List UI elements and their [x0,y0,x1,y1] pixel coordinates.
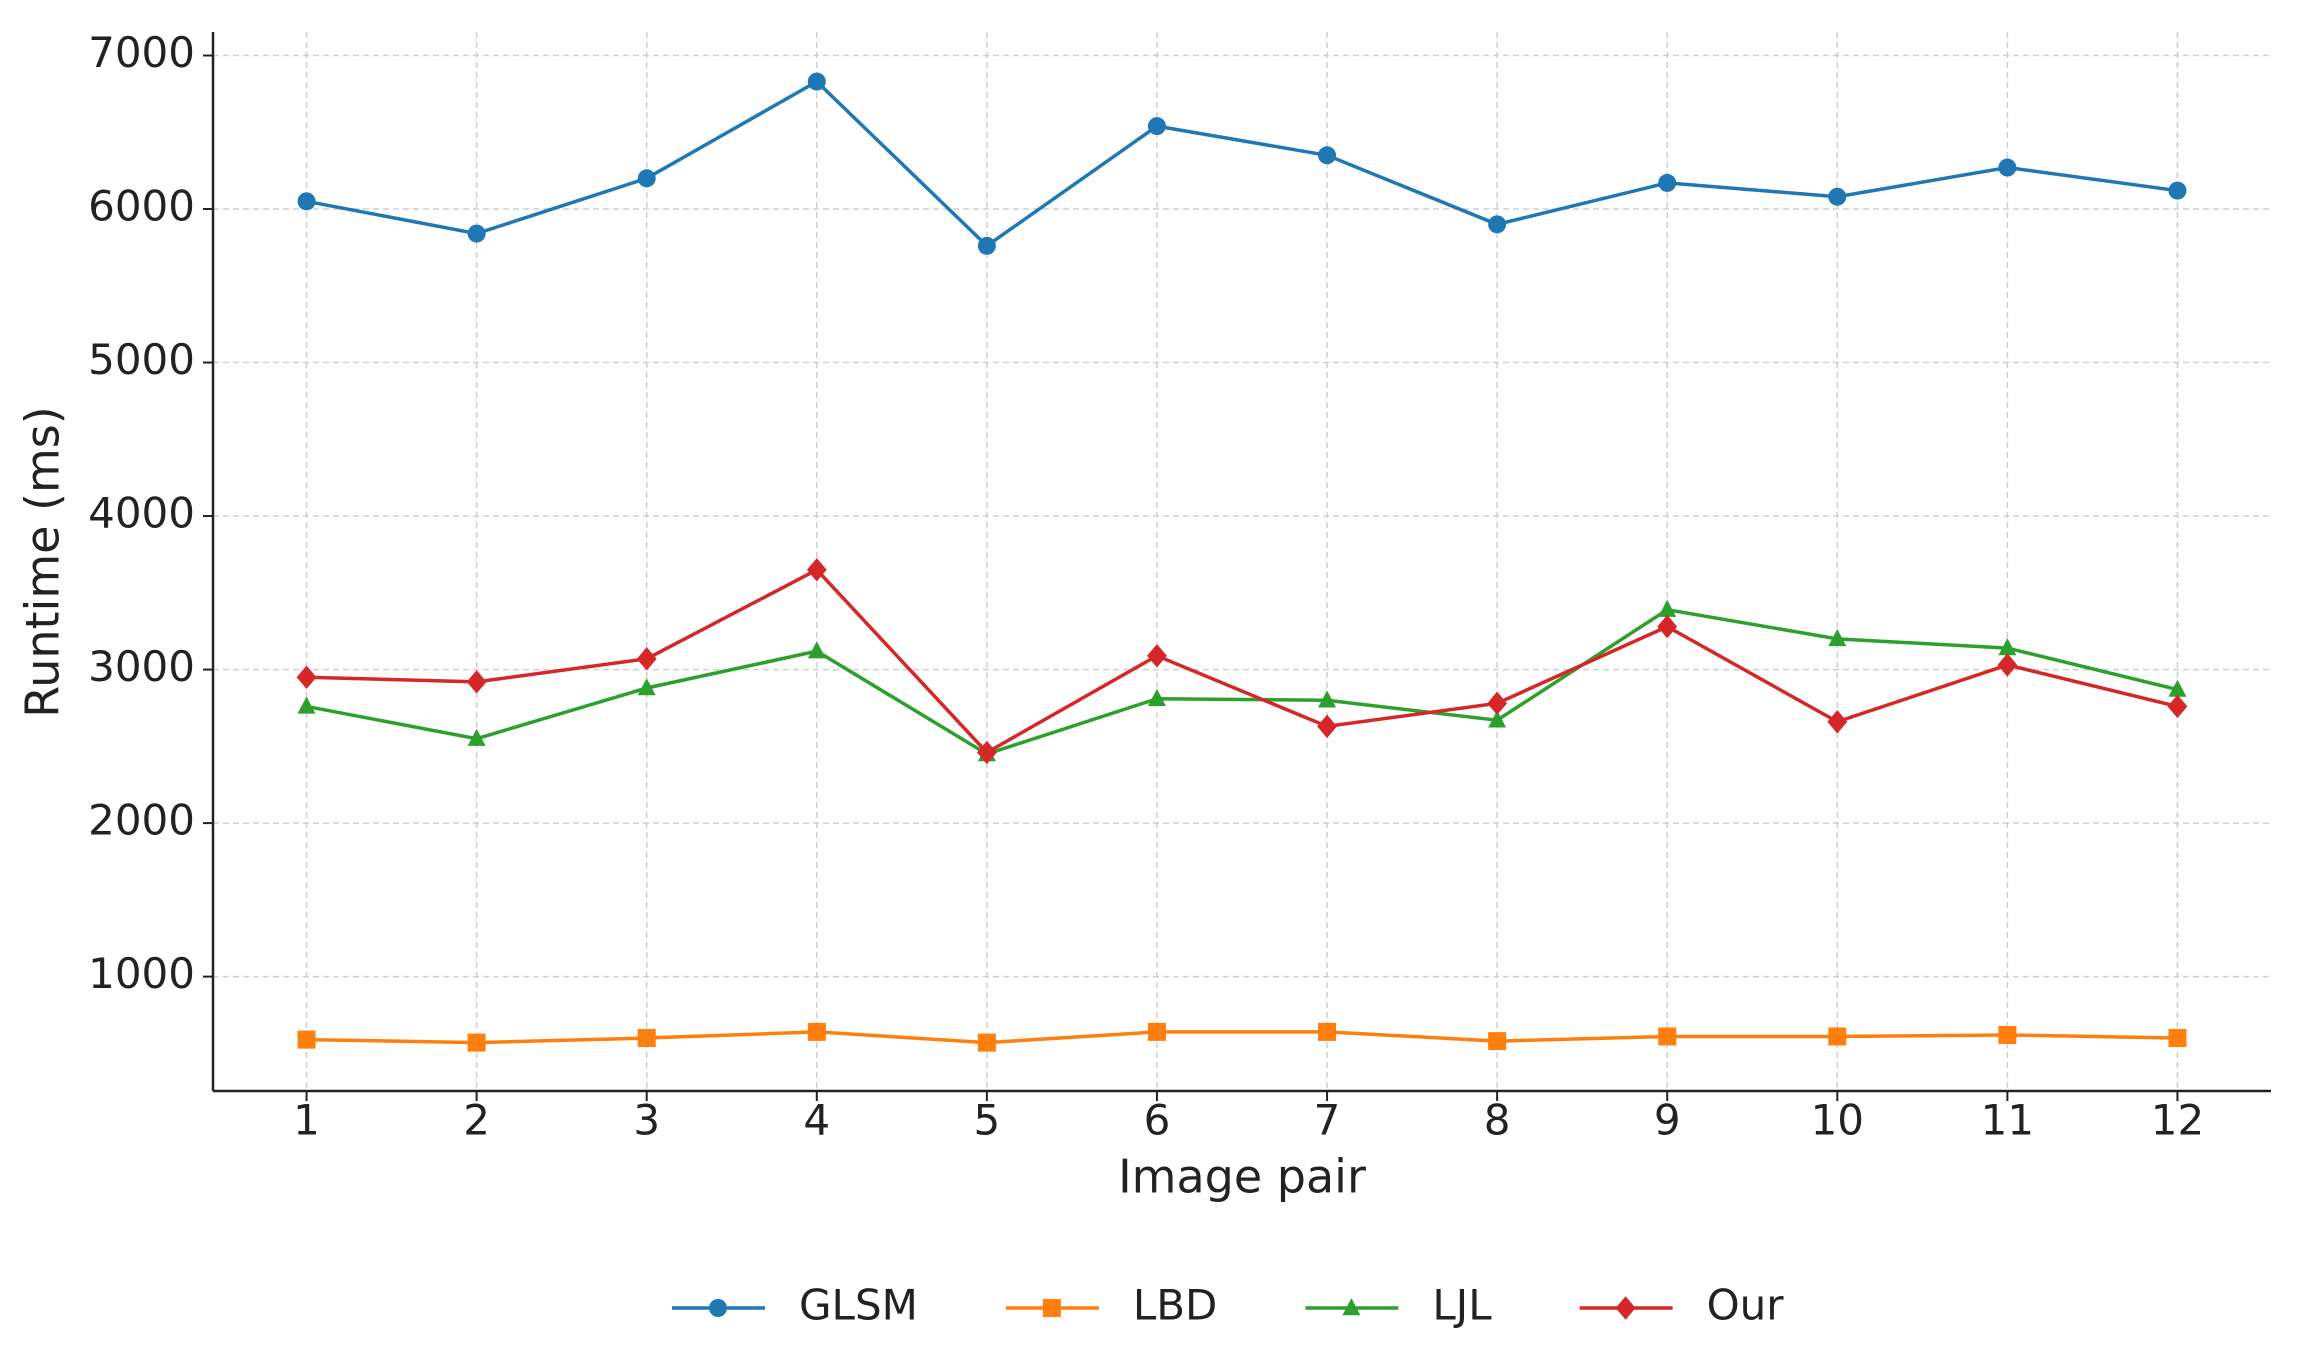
marker [1997,653,2018,677]
marker [709,1299,727,1317]
marker [806,558,827,582]
legend-label: GLSM [799,1281,918,1330]
marker [1342,1298,1361,1316]
marker [977,236,996,255]
marker [636,647,657,671]
x-tick-label: 6 [1144,1096,1171,1145]
marker [1998,638,2017,656]
marker [1488,1032,1507,1051]
marker [466,670,487,694]
marker [467,1033,486,1052]
y-tick-label: 6000 [88,182,195,231]
x-tick-label: 3 [633,1096,660,1145]
x-tick-label: 1 [293,1096,320,1145]
marker [467,728,486,746]
x-tick-label: 9 [1654,1096,1681,1145]
x-tick-label: 8 [1484,1096,1511,1145]
marker [1147,688,1166,706]
x-tick-label: 4 [803,1096,830,1145]
marker [637,1029,656,1048]
marker [1615,1296,1636,1320]
marker [1828,1027,1847,1046]
marker [1658,1027,1677,1046]
marker [1147,644,1167,668]
marker [1488,215,1507,234]
marker [1042,1299,1061,1317]
marker [1318,146,1337,165]
y-tick-label: 7000 [88,28,195,77]
marker [807,641,826,659]
marker [296,665,317,689]
marker [2167,694,2188,719]
marker [1998,158,2017,177]
marker [467,224,486,243]
marker [1487,691,1508,716]
legend-item: GLSM [672,1281,918,1330]
x-tick-label: 12 [2151,1096,2204,1145]
x-tick-label: 7 [1314,1096,1341,1145]
marker [297,696,316,714]
marker [1998,1025,2017,1044]
marker [977,1033,996,1052]
x-tick-label: 10 [1811,1096,1864,1145]
marker [1147,1022,1166,1041]
marker [1318,1022,1337,1041]
y-tick-label: 3000 [88,642,195,691]
marker [1828,628,1847,647]
legend-label: LBD [1133,1281,1218,1330]
marker [1828,187,1847,206]
marker [807,72,826,91]
marker [1317,714,1337,739]
marker [1827,710,1848,734]
marker [1658,599,1677,617]
marker [976,740,997,765]
marker [1488,710,1507,728]
marker [1658,173,1677,192]
marker [297,192,316,211]
marker [1657,614,1678,639]
series-line [306,607,2178,756]
x-tick-label: 11 [1981,1096,2034,1145]
legend-item: LJL [1305,1281,1492,1330]
legend-label: LJL [1432,1281,1492,1330]
marker [1147,117,1166,136]
marker [2168,1029,2187,1048]
legend-item: Our [1579,1281,1785,1330]
marker [1318,690,1337,708]
x-tick-label: 5 [974,1096,1001,1145]
marker [637,678,656,696]
marker [297,1030,316,1049]
marker [807,1022,826,1041]
marker [2168,181,2187,200]
marker [2168,679,2187,697]
y-tick-label: 2000 [88,796,195,845]
series-line [306,1030,2178,1045]
legend-item: LBD [1005,1281,1218,1330]
y-tick-label: 5000 [88,335,195,384]
marker [637,169,656,188]
series-line [306,79,2178,249]
y-axis-label: Runtime (ms) [16,406,70,717]
y-tick-label: 4000 [88,489,195,538]
y-tick-label: 1000 [88,949,195,998]
series-line [306,567,2178,755]
x-axis-label: Image pair [1118,1150,1366,1204]
x-tick-label: 2 [463,1096,490,1145]
legend-label: Our [1707,1281,1785,1330]
